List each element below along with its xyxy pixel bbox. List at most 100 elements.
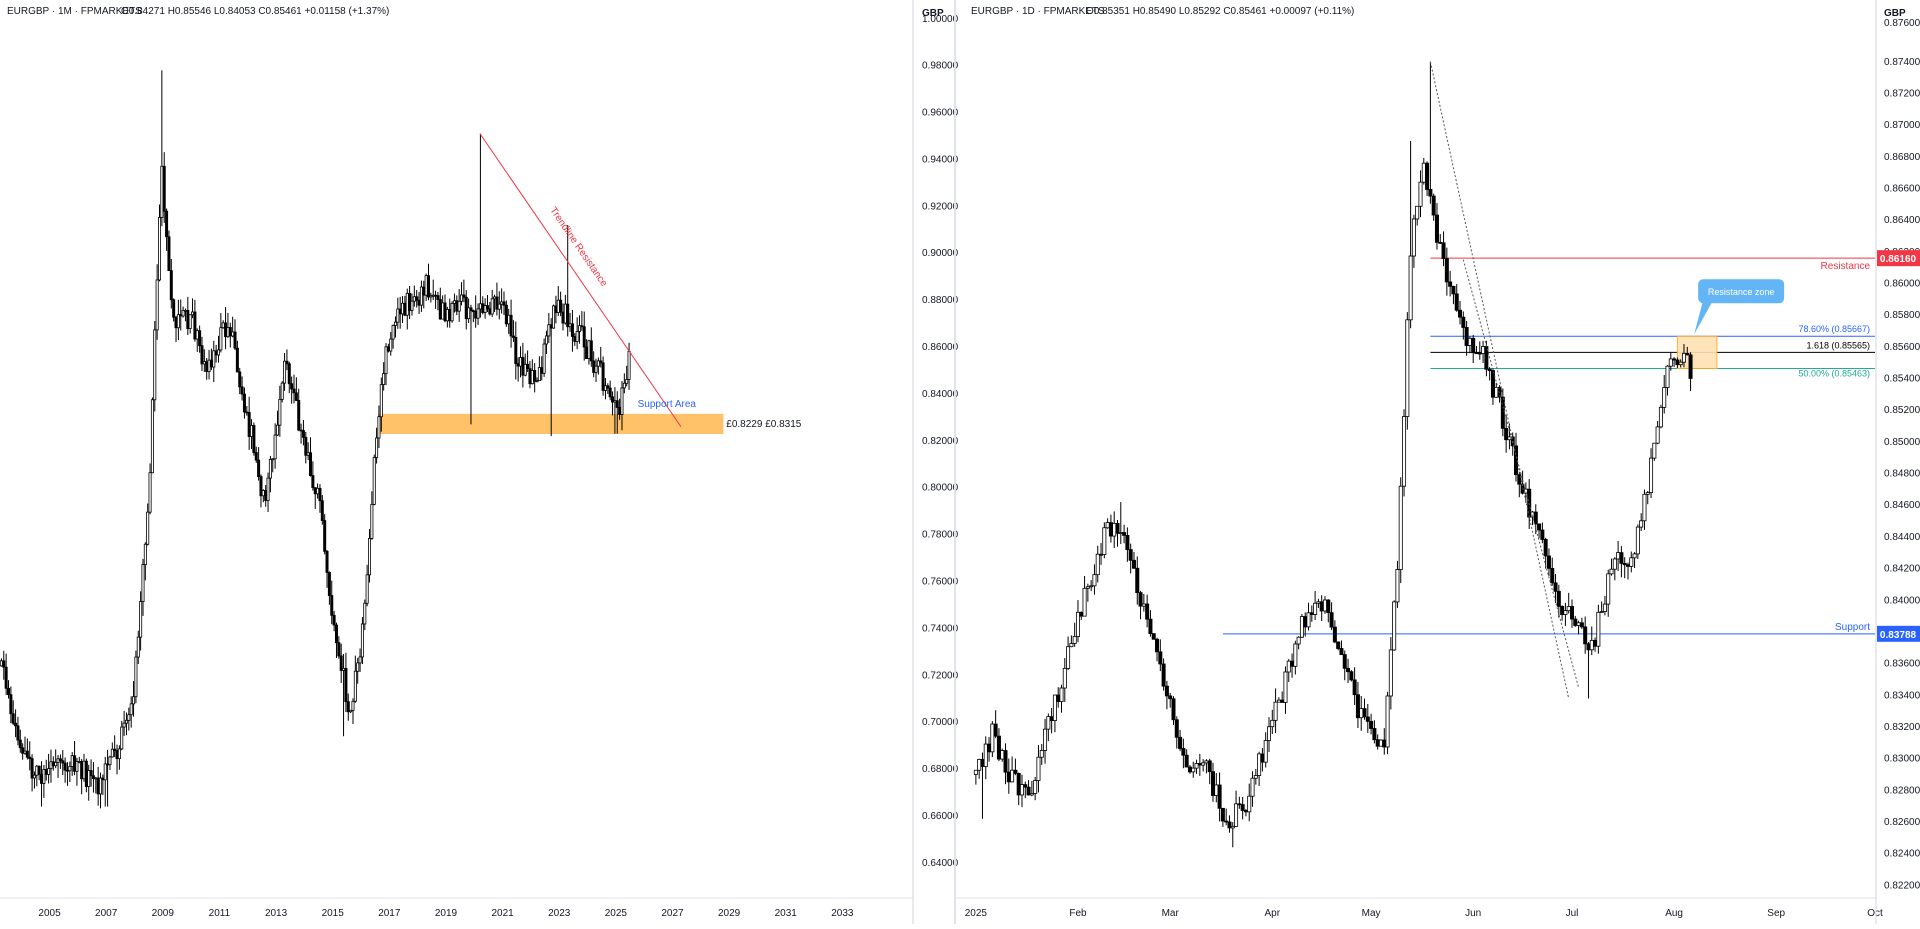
right-candle-body	[977, 759, 982, 771]
right-candle-body	[1355, 694, 1360, 719]
right-candle-body	[1596, 611, 1601, 647]
swing-dotted-line	[1429, 61, 1570, 699]
left-ohlc-readout: O0.84271 H0.85546 L0.84053 C0.85461 +0.0…	[121, 6, 389, 17]
left-candle-body	[452, 300, 456, 304]
right-candle-body	[1388, 649, 1393, 697]
right-candle-body	[1079, 611, 1084, 617]
right-candle-body	[1273, 701, 1278, 721]
right-y-tick-label: 0.87000	[1884, 120, 1920, 131]
left-y-tick-label: 0.78000	[922, 530, 959, 541]
left-candle-body	[318, 487, 322, 502]
left-candle-body	[313, 487, 317, 495]
left-y-tick-label: 0.68000	[922, 764, 959, 775]
right-y-tick-label: 0.84200	[1884, 564, 1920, 575]
right-x-tick-label: Jul	[1566, 908, 1579, 919]
right-candle-body	[1566, 606, 1571, 612]
right-candle-body	[1504, 427, 1509, 441]
right-ohlc-readout: O0.85351 H0.85490 L0.85292 C0.85461 +0.0…	[1086, 6, 1354, 17]
right-candle-body	[1556, 590, 1561, 607]
right-candle-body	[1514, 445, 1519, 476]
support-price-tag-bg	[1877, 625, 1920, 642]
left-candle-body	[537, 367, 541, 382]
right-candle-body	[1168, 695, 1173, 700]
left-candle-body	[309, 452, 313, 477]
left-candle-body	[75, 761, 79, 772]
left-candle-body	[306, 452, 310, 456]
right-candle-body	[1029, 793, 1034, 796]
right-candle-body	[1118, 532, 1123, 534]
left-y-tick-label: 1.00000	[922, 14, 959, 25]
right-y-tick-label: 0.86400	[1884, 215, 1920, 226]
left-candle-body	[424, 275, 428, 296]
right-candle-body	[1543, 539, 1548, 557]
left-candle-body	[316, 487, 320, 495]
right-candle-body	[1431, 195, 1436, 216]
left-candle-body	[155, 279, 159, 331]
left-candle-body	[115, 750, 119, 760]
left-candle-body	[426, 275, 430, 298]
right-candle-body	[1372, 728, 1377, 741]
right-y-tick-label: 0.85200	[1884, 405, 1920, 416]
left-candle-body	[441, 302, 445, 320]
left-candle-body	[587, 340, 591, 359]
right-candle-body	[1125, 534, 1130, 550]
left-x-tick-label: 2011	[209, 908, 231, 919]
left-candle-body	[68, 765, 72, 772]
left-candle-body	[542, 343, 546, 374]
left-candle-body	[268, 459, 272, 479]
right-candle-body	[1655, 426, 1660, 444]
left-y-tick-label: 0.66000	[922, 811, 959, 822]
left-candle-body	[398, 308, 402, 315]
right-candle-body	[1349, 671, 1354, 681]
right-candle-body	[1145, 603, 1150, 620]
right-candle-body	[1619, 552, 1624, 564]
left-y-tick-label: 0.72000	[922, 670, 959, 681]
right-candle-body	[1434, 214, 1439, 243]
right-candle-body	[1072, 636, 1077, 644]
right-candle-body	[1039, 750, 1044, 758]
right-candle-body	[1602, 603, 1607, 613]
left-candle-body	[25, 750, 29, 758]
left-candle-body	[252, 425, 256, 453]
right-candle-body	[1270, 719, 1275, 728]
right-candle-body	[1085, 586, 1090, 589]
right-candle-body	[1652, 442, 1657, 459]
left-candle-body	[122, 722, 126, 728]
left-candle-body	[370, 503, 374, 539]
right-candle-body	[1579, 622, 1584, 628]
right-candle-body	[1639, 520, 1644, 528]
left-candle-body	[582, 326, 586, 348]
left-candle-body	[280, 382, 284, 400]
right-candle-body	[1649, 457, 1654, 494]
fib-level-label: 1.618 (0.85565)	[1806, 340, 1870, 350]
right-candle-body	[1444, 258, 1449, 283]
right-candle-body	[1490, 370, 1495, 398]
left-candle-body	[540, 367, 544, 374]
right-candle-body	[1612, 558, 1617, 570]
left-candle-body	[467, 307, 471, 320]
right-y-tick-label: 0.84800	[1884, 469, 1920, 480]
right-y-tick-label: 0.84400	[1884, 532, 1920, 543]
left-candle-body	[108, 756, 112, 766]
right-candle-body	[1454, 293, 1459, 311]
left-candle-body	[464, 296, 468, 320]
right-candle-body	[1645, 492, 1650, 495]
resistance-zone-callout-box	[1698, 279, 1785, 304]
right-candle-body	[1688, 354, 1693, 379]
left-candle-body	[337, 642, 341, 657]
left-candle-body	[134, 656, 138, 698]
left-candle-body	[594, 365, 598, 373]
left-candle-body	[139, 601, 143, 638]
right-y-tick-label: 0.82800	[1884, 785, 1920, 796]
right-candle-body	[1204, 760, 1209, 764]
left-candle-body	[422, 286, 426, 296]
left-candle-body	[443, 302, 447, 322]
left-candle-body	[16, 725, 20, 741]
right-candle-body	[1398, 485, 1403, 570]
right-candle-body	[1662, 387, 1667, 408]
left-candle-body	[429, 295, 433, 298]
right-candle-body	[1197, 763, 1202, 766]
left-candle-body	[165, 210, 169, 238]
left-candle-body	[301, 430, 305, 438]
left-candle-body	[311, 475, 315, 489]
